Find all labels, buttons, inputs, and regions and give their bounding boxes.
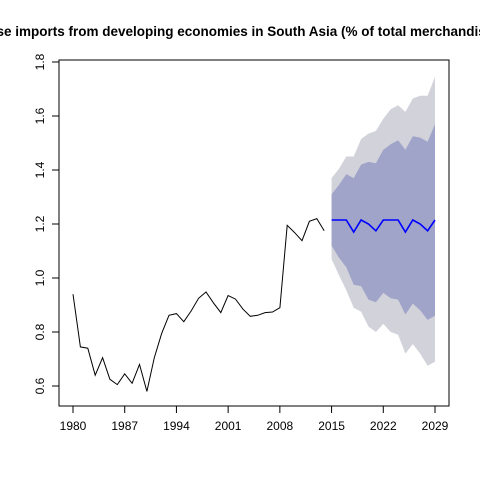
y-tick-label: 1.8 <box>33 53 47 70</box>
y-tick-label: 1.6 <box>33 107 47 124</box>
axes: 1980 1987 1994 2001 2008 2015 2022 2029 0.6 0.8 1.… <box>33 53 449 433</box>
y-tick-label: 1.4 <box>33 161 47 178</box>
x-tick-label: 2029 <box>422 419 449 433</box>
x-tick-label: 1980 <box>60 419 87 433</box>
x-tick-label: 2015 <box>318 419 345 433</box>
x-tick-label: 1987 <box>111 419 138 433</box>
y-tick-label: 0.8 <box>33 323 47 340</box>
x-tick-label: 2008 <box>267 419 294 433</box>
plot-frame <box>58 59 450 407</box>
x-tick-label: 2001 <box>215 419 242 433</box>
series-forecast-line <box>331 218 436 234</box>
chart-title: Merchandise imports from developing econ… <box>0 24 480 39</box>
band-80 <box>331 124 435 320</box>
x-tick-label: 2022 <box>370 419 397 433</box>
y-tick-label: 1.2 <box>33 215 47 232</box>
y-tick-label: 1.0 <box>33 269 47 286</box>
series-history-line <box>72 217 325 392</box>
data-lines <box>72 217 436 392</box>
x-tick-label: 1994 <box>163 419 190 433</box>
y-tick-label: 0.6 <box>33 377 47 394</box>
